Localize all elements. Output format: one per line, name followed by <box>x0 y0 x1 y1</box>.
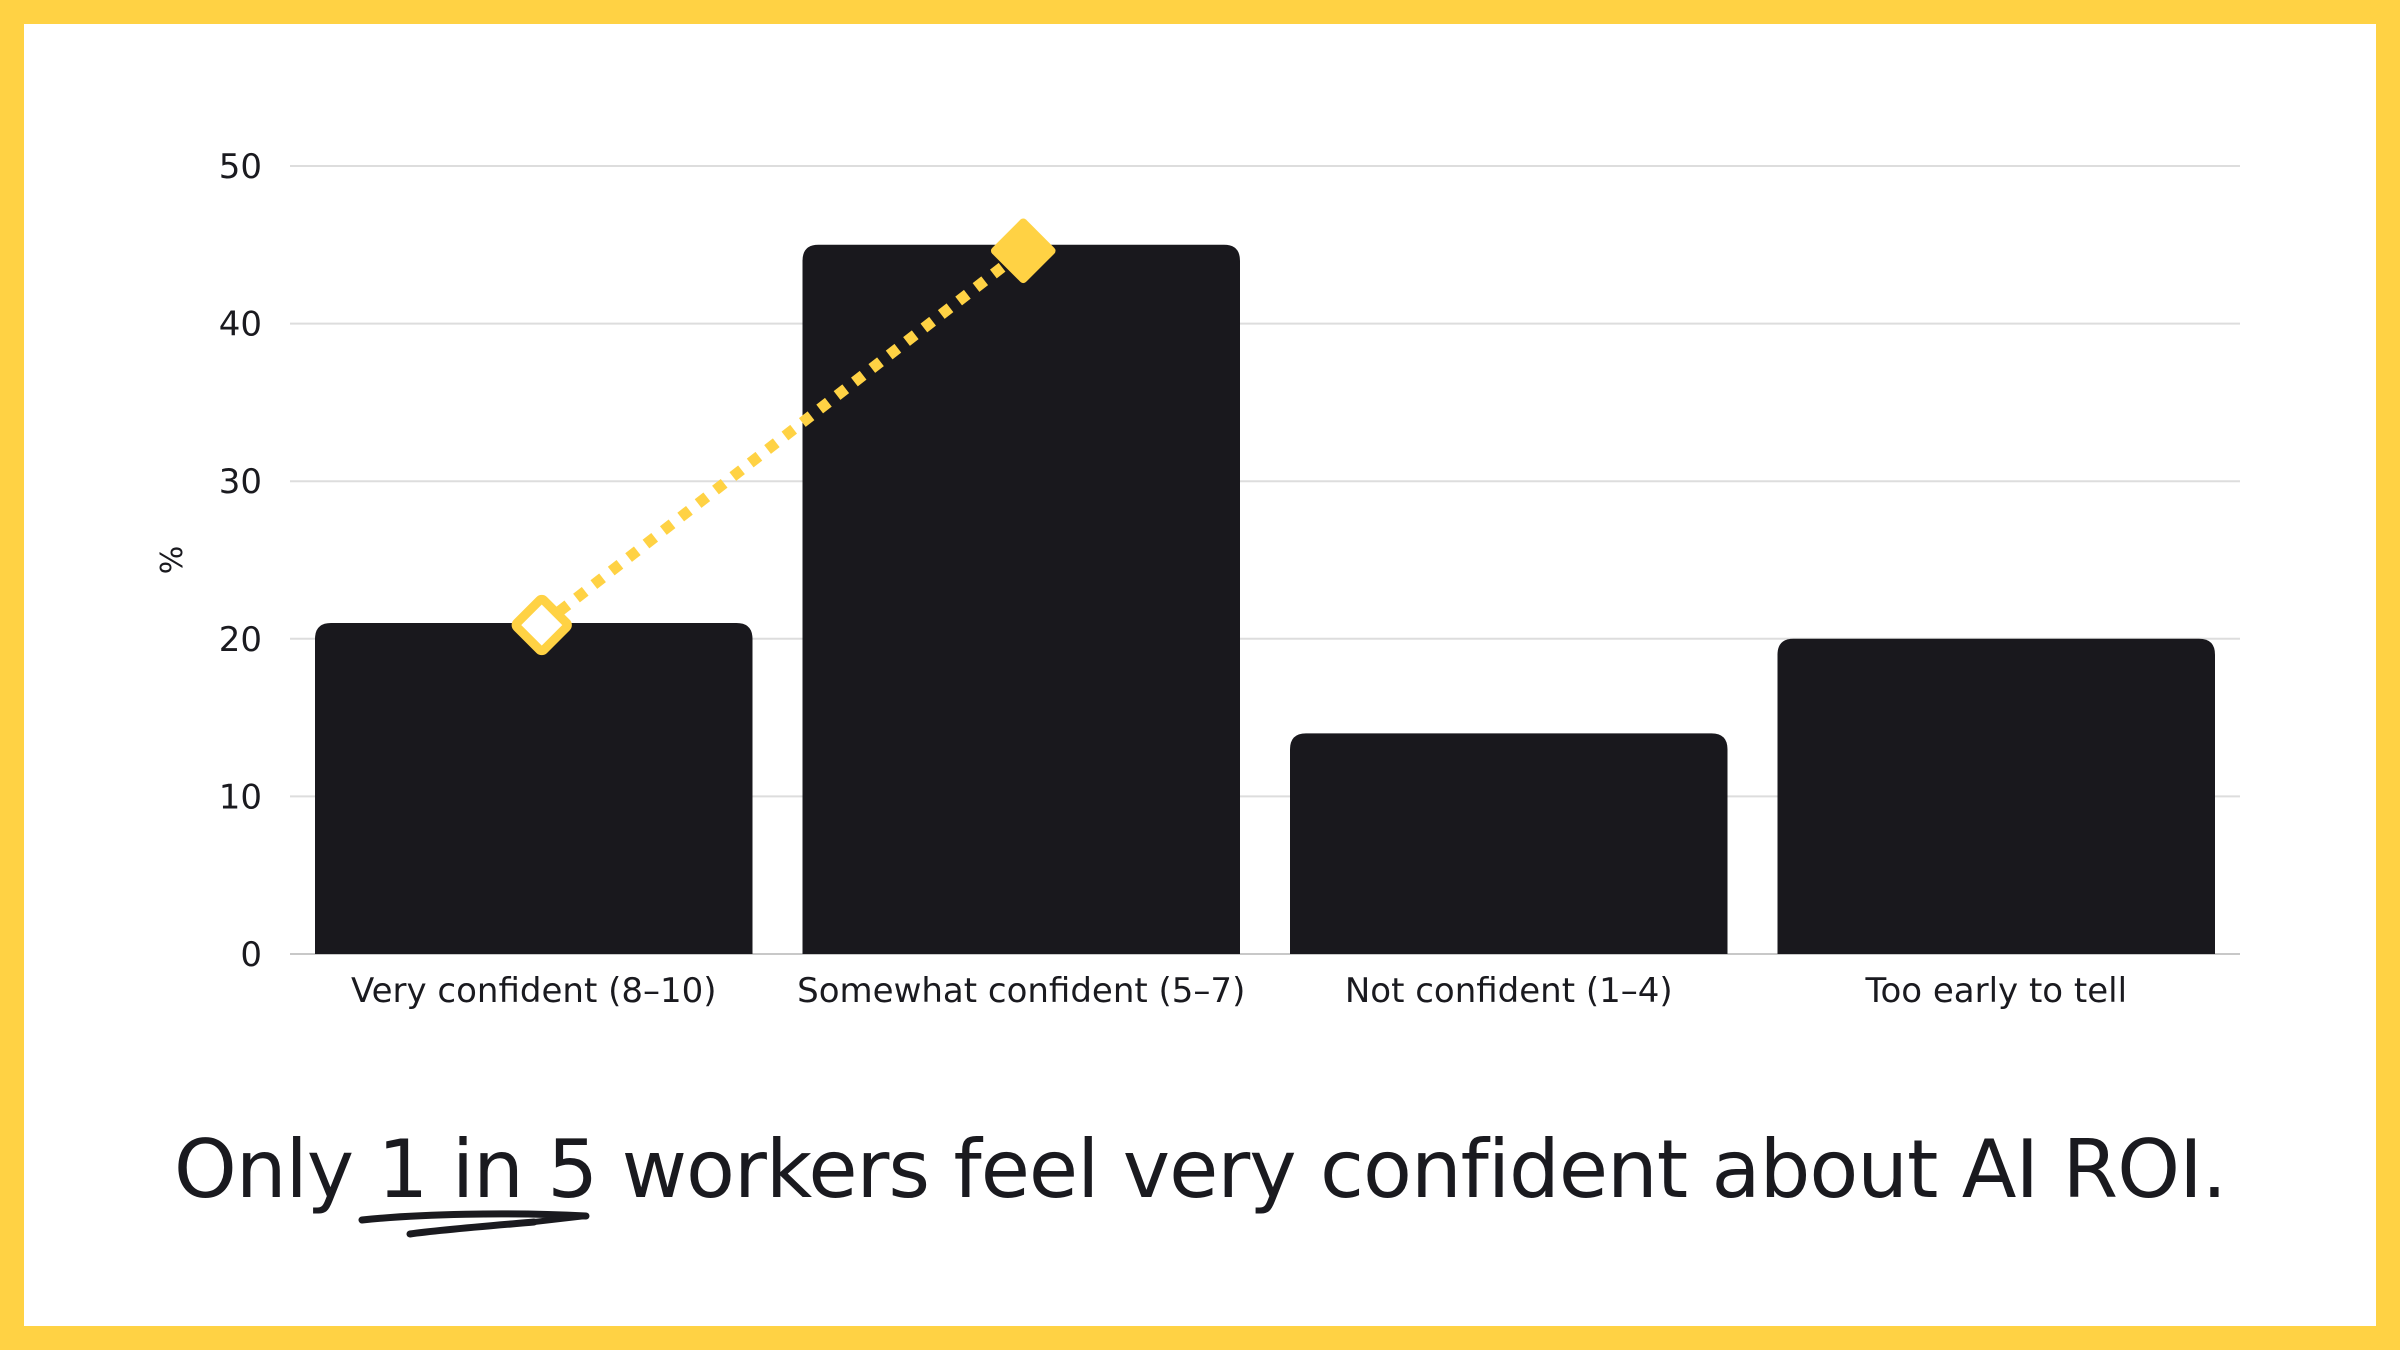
bar <box>315 623 753 954</box>
y-axis-label: % <box>155 546 190 575</box>
x-tick-label: Very confident (8–10) <box>351 971 717 1011</box>
x-tick-label: Somewhat confident (5–7) <box>797 971 1245 1011</box>
headline-caption: Only 1 in 5 workers feel very confident … <box>0 1120 2400 1238</box>
x-tick-label: Not confident (1–4) <box>1345 971 1673 1011</box>
caption-rest: workers feel very confident about AI ROI… <box>597 1123 2228 1216</box>
x-tick-label: Too early to tell <box>1864 971 2127 1011</box>
annotation-start-diamond <box>511 594 572 656</box>
annotation-end-diamond <box>990 218 1056 284</box>
y-tick-label: 40 <box>219 305 262 345</box>
caption-highlight: 1 in 5 <box>358 1120 599 1238</box>
bar <box>1777 638 2215 954</box>
caption-highlight-text: 1 in 5 <box>377 1123 599 1216</box>
y-tick-label: 50 <box>219 147 262 187</box>
y-tick-label: 0 <box>240 935 262 975</box>
y-tick-label: 30 <box>219 462 262 502</box>
bar <box>1290 733 1728 954</box>
caption-lead: Only <box>173 1123 378 1216</box>
y-tick-label: 10 <box>219 777 262 817</box>
bar <box>802 244 1240 955</box>
annotation-arrow <box>538 246 1027 630</box>
y-tick-label: 20 <box>219 620 262 660</box>
scribble-underline-icon <box>358 1210 590 1238</box>
